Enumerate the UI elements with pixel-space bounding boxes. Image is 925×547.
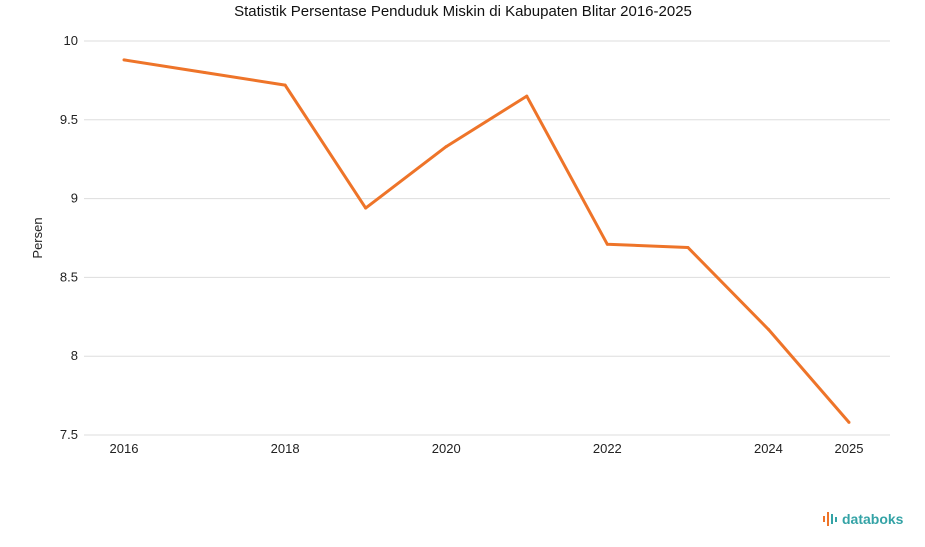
chart-title: Statistik Persentase Penduduk Miskin di … [234,3,692,20]
data-point[interactable] [203,71,207,75]
x-tick-label: 2022 [593,441,622,456]
x-tick-label: 2016 [110,441,139,456]
x-tick-label: 2018 [271,441,300,456]
data-point[interactable] [766,327,770,331]
x-tick-label: 2025 [835,441,864,456]
data-point[interactable] [605,242,609,246]
y-tick-label: 9.5 [60,112,78,127]
y-axis-label: Persen [30,217,45,258]
y-tick-label: 9 [71,191,78,206]
x-axis-ticks: 2016 2018 2020 2022 2024 2025 [110,441,864,456]
data-point[interactable] [283,83,287,87]
y-tick-label: 8 [71,348,78,363]
y-tick-label: 8.5 [60,269,78,284]
y-axis-ticks: 10 9.5 9 8.5 8 7.5 [60,33,78,442]
data-point[interactable] [444,145,448,149]
databoks-logo-icon [823,512,837,526]
x-tick-label: 2024 [754,441,783,456]
series-line [123,58,851,424]
data-point[interactable] [686,245,690,249]
y-tick-label: 7.5 [60,427,78,442]
gridlines [84,40,890,436]
databoks-brand: databoks [822,508,903,530]
y-tick-label: 10 [64,33,78,48]
series-layer [122,58,851,424]
data-point[interactable] [525,94,529,98]
data-point[interactable] [847,420,851,424]
data-point[interactable] [364,206,368,210]
databoks-wordmark: databoks [842,511,904,527]
x-tick-label: 2020 [432,441,461,456]
data-point[interactable] [122,58,126,62]
